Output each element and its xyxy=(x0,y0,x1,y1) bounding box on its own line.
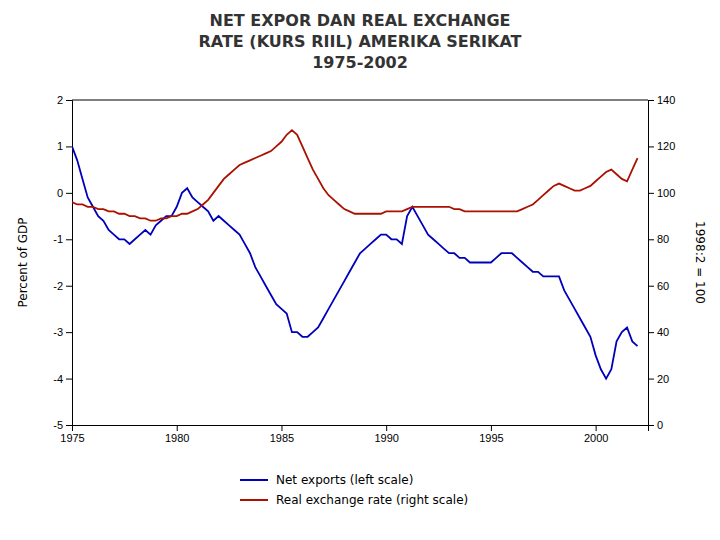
y2-axis-tick-mark xyxy=(648,193,654,194)
y2-axis-tick-label: 40 xyxy=(657,326,669,338)
y-axis-tick-label: -3 xyxy=(53,326,63,338)
y-axis-tick-label: -5 xyxy=(53,419,63,431)
y2-axis-tick-mark xyxy=(648,286,654,287)
chart-title-line: RATE (KURS RIIL) AMERIKA SERIKAT xyxy=(198,32,521,51)
y-axis-tick-label: -2 xyxy=(53,280,63,292)
y-axis-tick: 1 xyxy=(57,140,72,152)
y-axis: -5 -4 -3 -2 -1 0 1 2 xyxy=(53,94,72,431)
y-axis-tick: -2 xyxy=(53,280,72,292)
y2-axis-tick-label: 60 xyxy=(657,280,669,292)
y2-axis-tick-mark xyxy=(648,379,654,380)
y-axis-tick: 2 xyxy=(57,94,72,106)
y2-axis-tick-label: 140 xyxy=(657,94,675,106)
y2-axis-tick: 20 xyxy=(648,373,669,385)
x-axis-tick-mark xyxy=(491,425,492,431)
y-axis-tick-mark xyxy=(66,193,72,194)
y-axis-tick-mark xyxy=(66,379,72,380)
x-axis-tick: 1990 xyxy=(374,425,398,444)
y2-axis-tick: 80 xyxy=(648,233,669,245)
y-axis-tick: -5 xyxy=(53,419,72,431)
y-axis-tick-label: 0 xyxy=(57,187,63,199)
y-axis-line xyxy=(66,101,73,426)
y2-axis-tick: 120 xyxy=(648,140,675,152)
y-axis-tick-mark xyxy=(66,239,72,240)
chart-title-line: 1975-2002 xyxy=(312,53,408,72)
x-axis-tick-mark xyxy=(386,425,387,431)
y2-axis-tick-label: 20 xyxy=(657,373,669,385)
y2-axis-tick-mark xyxy=(648,425,654,426)
y-axis-tick-mark xyxy=(66,425,72,426)
chart-svg: NET EXPOR DAN REAL EXCHANGE RATE (KURS RI… xyxy=(0,0,720,540)
y-axis-tick: -4 xyxy=(53,373,72,385)
y-axis-tick-label: 2 xyxy=(57,94,63,106)
y2-axis-tick: 100 xyxy=(648,187,675,199)
series-line xyxy=(72,146,638,378)
y-axis-tick-label: 1 xyxy=(57,140,63,152)
x-axis-tick: 1980 xyxy=(165,425,189,444)
legend-item: Net exports (left scale) xyxy=(240,473,413,487)
y2-axis-tick-label: 120 xyxy=(657,140,675,152)
y2-axis-tick-label: 80 xyxy=(657,233,669,245)
y2-axis-tick: 40 xyxy=(648,326,669,338)
x-axis: 1975 1980 1985 1990 1995 2000 xyxy=(60,425,648,444)
series-line xyxy=(72,130,638,221)
x-axis-tick: 2000 xyxy=(584,425,608,444)
y-axis-tick: 0 xyxy=(57,187,72,199)
legend-swatch xyxy=(240,499,268,501)
x-axis-tick-label: 2000 xyxy=(584,432,608,444)
y2-axis-tick-mark xyxy=(648,146,654,147)
x-axis-tick-label: 1990 xyxy=(374,432,398,444)
legend: Net exports (left scale) Real exchange ra… xyxy=(240,473,468,507)
y-axis-tick: -1 xyxy=(53,233,72,245)
y-axis-title: Percent of GDP xyxy=(16,217,30,307)
x-axis-tick: 1985 xyxy=(270,425,294,444)
y2-axis-tick: 140 xyxy=(648,94,675,106)
y2-axis-tick-label: 0 xyxy=(657,419,663,431)
x-axis-tick-mark xyxy=(177,425,178,431)
x-axis-tick: 1995 xyxy=(479,425,503,444)
legend-label: Net exports (left scale) xyxy=(276,473,413,487)
y-axis-tick: -3 xyxy=(53,326,72,338)
plot-area: 197519801985199019952000-5-4-3-2-1012020… xyxy=(53,94,675,444)
chart-title: NET EXPOR DAN REAL EXCHANGE RATE (KURS RI… xyxy=(198,11,521,72)
y2-axis-tick-mark xyxy=(648,239,654,240)
y2-axis-tick: 60 xyxy=(648,280,669,292)
y-axis-tick-label: -4 xyxy=(53,373,63,385)
x-axis-tick: 1975 xyxy=(60,425,84,444)
y2-axis: 0 20 40 60 80 100 120 140 xyxy=(648,94,675,431)
y-axis-tick-mark xyxy=(66,146,72,147)
chart-title-line: NET EXPOR DAN REAL EXCHANGE xyxy=(210,11,511,30)
y-axis-tick-mark xyxy=(66,286,72,287)
x-axis-tick-mark xyxy=(596,425,597,431)
y2-axis-line xyxy=(649,101,655,426)
y2-axis-tick-label: 100 xyxy=(657,187,675,199)
x-axis-tick-label: 1975 xyxy=(60,432,84,444)
legend-item: Real exchange rate (right scale) xyxy=(240,493,468,507)
y-axis-tick-label: -1 xyxy=(53,233,63,245)
x-axis-line xyxy=(73,426,649,432)
y-axis-tick-mark xyxy=(66,332,72,333)
y2-axis-tick-mark xyxy=(648,100,654,101)
chart-container: NET EXPOR DAN REAL EXCHANGE RATE (KURS RI… xyxy=(0,0,720,540)
y2-axis-tick-mark xyxy=(648,332,654,333)
y2-axis-title: 1998:2 = 100 xyxy=(693,221,707,304)
plot-frame xyxy=(72,100,648,101)
x-axis-tick-label: 1980 xyxy=(165,432,189,444)
x-axis-tick-label: 1995 xyxy=(479,432,503,444)
y-axis-tick-mark xyxy=(66,100,72,101)
y2-axis-tick: 0 xyxy=(648,419,663,431)
lines xyxy=(72,130,638,378)
x-axis-tick-label: 1985 xyxy=(270,432,294,444)
x-axis-tick-mark xyxy=(281,425,282,431)
legend-label: Real exchange rate (right scale) xyxy=(276,493,468,507)
legend-swatch xyxy=(240,479,268,481)
